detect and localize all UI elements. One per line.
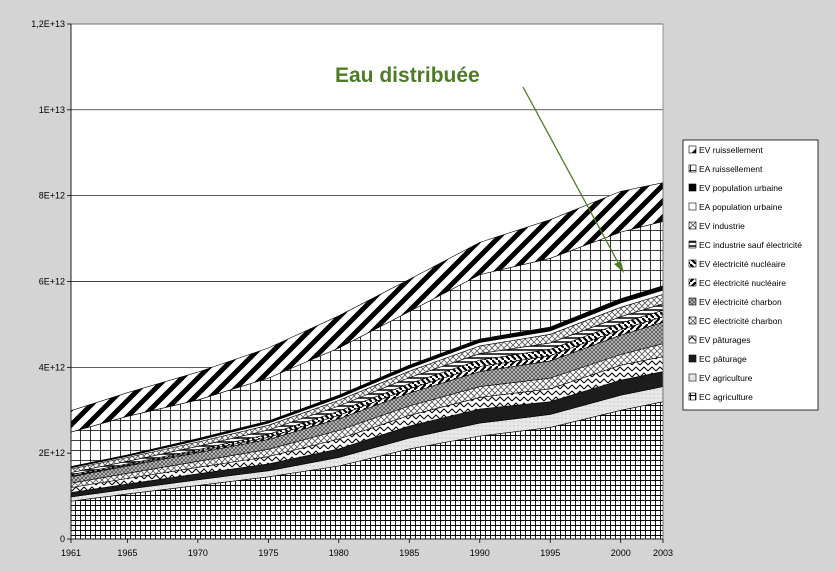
y-tick-label: 1E+13 xyxy=(39,105,65,115)
x-tick-label: 1990 xyxy=(470,548,490,558)
legend-entry: EA ruissellement xyxy=(699,164,763,174)
legend-entry: EV pâturages xyxy=(699,335,751,345)
legend-entry: EA population urbaine xyxy=(699,202,782,212)
legend-swatch xyxy=(688,316,697,325)
legend-entry: EC électricité nucléaire xyxy=(699,278,786,288)
y-tick-label: 1,2E+13 xyxy=(31,19,65,29)
x-tick-label: 1961 xyxy=(61,548,81,558)
y-tick-label: 0 xyxy=(60,534,65,544)
legend-entry: EV ruissellement xyxy=(699,145,763,155)
x-tick-label: 1995 xyxy=(540,548,560,558)
x-tick-label: 2003 xyxy=(653,548,673,558)
legend-swatch xyxy=(688,202,697,211)
legend-entry: EV population urbaine xyxy=(699,183,783,193)
legend-swatch xyxy=(688,392,697,401)
x-tick-label: 2000 xyxy=(611,548,631,558)
annotation-arrow xyxy=(522,86,622,269)
legend-swatch xyxy=(688,354,697,363)
legend-entry: EV électricité charbon xyxy=(699,297,782,307)
legend-swatch xyxy=(688,278,697,287)
legend-swatch xyxy=(688,297,697,306)
y-tick-label: 8E+12 xyxy=(39,191,65,201)
annotation-arrowhead xyxy=(614,261,624,273)
legend-swatch xyxy=(688,221,697,230)
y-tick-label: 4E+12 xyxy=(39,362,65,372)
annotation-label: Eau distribuée xyxy=(335,64,480,87)
y-tick-label: 6E+12 xyxy=(39,277,65,287)
legend-swatch xyxy=(688,145,697,154)
legend-swatch xyxy=(688,259,697,268)
legend-entry: EC électricité charbon xyxy=(699,316,782,326)
x-tick-label: 1980 xyxy=(329,548,349,558)
x-axis: 1961 1965 1970 1975 1980 1985 1990 1995 2000 2003 xyxy=(61,538,673,558)
legend-swatch xyxy=(688,183,697,192)
legend-swatch xyxy=(688,335,697,344)
x-tick-label: 1985 xyxy=(399,548,419,558)
legend-entry: EC pâturage xyxy=(699,354,747,364)
legend-entry: EC industrie sauf électricité xyxy=(699,240,802,250)
legend: EV ruissellement EA ruissellement EV popul… xyxy=(682,139,819,411)
legend-entry: EV industrie xyxy=(699,221,745,231)
y-tick-label: 2E+12 xyxy=(39,448,65,458)
legend-swatch xyxy=(688,373,697,382)
x-tick-label: 1970 xyxy=(188,548,208,558)
legend-entry: EC agriculture xyxy=(699,392,753,402)
legend-box xyxy=(682,139,819,411)
legend-entry: EV électricité nucléaire xyxy=(699,259,786,269)
legend-swatch xyxy=(688,240,697,249)
x-tick-label: 1965 xyxy=(117,548,137,558)
y-axis: 0 2E+12 4E+12 6E+12 8E+12 1E+13 1,2E+13 xyxy=(31,19,72,544)
legend-entry: EV agriculture xyxy=(699,373,753,383)
annotation: Eau distribuée xyxy=(335,64,624,273)
legend-swatch xyxy=(688,164,697,173)
series-areas xyxy=(70,182,664,540)
x-tick-label: 1975 xyxy=(258,548,278,558)
